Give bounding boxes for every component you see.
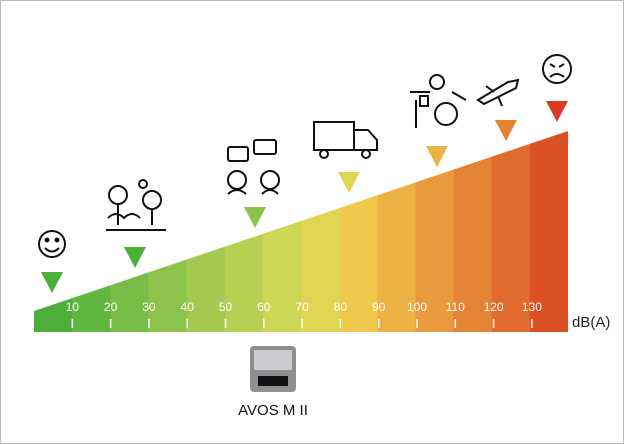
tick-label: 20 bbox=[104, 300, 118, 314]
tick-label: 130 bbox=[522, 300, 542, 314]
noise-scale-diagram: 10 20 30 40 50 60 70 80 90 100 110 120 130 dB(A) AVO… bbox=[0, 0, 624, 444]
tick-label: 90 bbox=[372, 300, 386, 314]
product-label: AVOS M II bbox=[238, 402, 308, 419]
tick-label: 50 bbox=[219, 300, 233, 314]
tick-label: 70 bbox=[295, 300, 309, 314]
tick-label: 120 bbox=[484, 300, 504, 314]
tick-label: 100 bbox=[407, 300, 427, 314]
unit-label: dB(A) bbox=[572, 314, 610, 331]
tick-label: 80 bbox=[334, 300, 348, 314]
tick-label: 10 bbox=[66, 300, 80, 314]
tick-label: 30 bbox=[142, 300, 156, 314]
tick-label: 40 bbox=[181, 300, 195, 314]
tick-label: 60 bbox=[257, 300, 271, 314]
product-image bbox=[250, 346, 296, 392]
tick-label: 110 bbox=[446, 300, 465, 314]
